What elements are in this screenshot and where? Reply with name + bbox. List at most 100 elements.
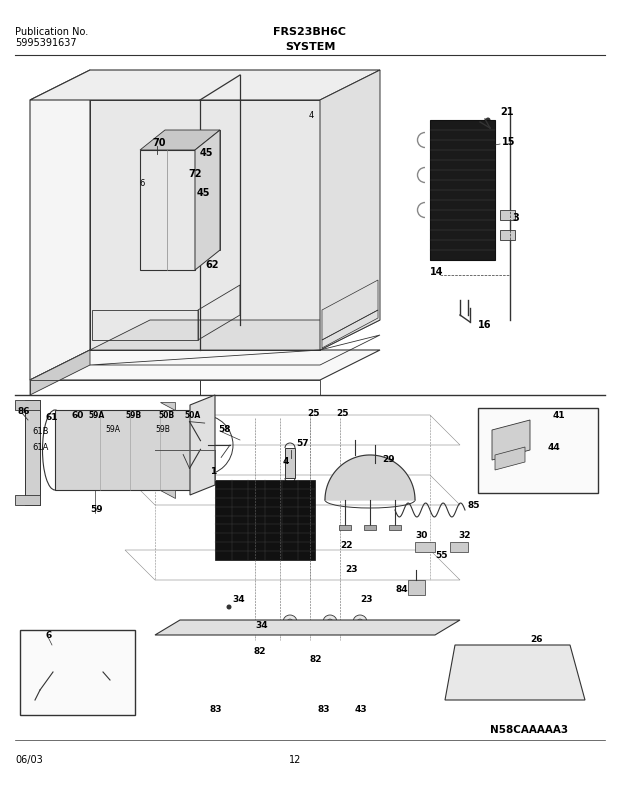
Text: 22: 22 bbox=[340, 541, 353, 549]
Text: 61A: 61A bbox=[32, 442, 48, 452]
Circle shape bbox=[110, 677, 115, 683]
Circle shape bbox=[535, 666, 541, 672]
Polygon shape bbox=[285, 448, 295, 478]
Text: 41: 41 bbox=[553, 410, 565, 419]
Polygon shape bbox=[364, 525, 376, 530]
Circle shape bbox=[357, 619, 363, 625]
Text: 83: 83 bbox=[210, 706, 223, 715]
Circle shape bbox=[198, 440, 208, 450]
Text: 25: 25 bbox=[307, 408, 319, 418]
Text: 55: 55 bbox=[435, 550, 448, 560]
Text: 3: 3 bbox=[512, 213, 519, 223]
Bar bbox=[215, 480, 315, 560]
Polygon shape bbox=[140, 130, 220, 150]
Circle shape bbox=[467, 678, 473, 684]
Polygon shape bbox=[500, 210, 515, 220]
Text: 34: 34 bbox=[255, 620, 268, 630]
Text: 59B: 59B bbox=[155, 426, 170, 434]
Text: 5995391637: 5995391637 bbox=[15, 38, 77, 48]
Text: 59A: 59A bbox=[88, 410, 104, 419]
Polygon shape bbox=[389, 525, 401, 530]
Circle shape bbox=[303, 115, 308, 121]
Circle shape bbox=[501, 678, 507, 684]
Circle shape bbox=[535, 690, 541, 696]
Text: 82: 82 bbox=[254, 647, 267, 657]
Circle shape bbox=[467, 666, 473, 672]
Bar bbox=[430, 120, 495, 260]
Circle shape bbox=[249, 630, 254, 634]
Circle shape bbox=[552, 678, 558, 684]
Circle shape bbox=[192, 152, 198, 157]
Text: 59B: 59B bbox=[125, 410, 141, 419]
Text: 59A: 59A bbox=[105, 426, 120, 434]
Text: 29: 29 bbox=[382, 456, 394, 464]
Circle shape bbox=[552, 654, 558, 660]
Text: N58CAAAAA3: N58CAAAAA3 bbox=[490, 725, 568, 735]
Polygon shape bbox=[90, 100, 320, 350]
Polygon shape bbox=[190, 395, 215, 495]
Text: 12: 12 bbox=[289, 755, 301, 765]
Text: 62: 62 bbox=[205, 260, 218, 270]
Circle shape bbox=[501, 690, 507, 696]
Text: 34: 34 bbox=[232, 596, 245, 604]
Text: 23: 23 bbox=[345, 565, 358, 575]
Text: 83: 83 bbox=[318, 706, 330, 715]
Circle shape bbox=[501, 654, 507, 660]
Text: Publication No.: Publication No. bbox=[15, 27, 88, 37]
Circle shape bbox=[484, 690, 490, 696]
Text: 26: 26 bbox=[530, 635, 542, 645]
Bar bbox=[478, 408, 598, 493]
Polygon shape bbox=[140, 150, 195, 270]
Text: 44: 44 bbox=[548, 444, 560, 453]
Circle shape bbox=[146, 179, 151, 184]
Text: 58: 58 bbox=[218, 426, 231, 434]
Text: 1: 1 bbox=[210, 468, 216, 476]
Circle shape bbox=[283, 615, 297, 629]
Circle shape bbox=[484, 654, 490, 660]
Text: 4: 4 bbox=[283, 457, 290, 467]
Circle shape bbox=[484, 678, 490, 684]
Circle shape bbox=[190, 192, 195, 198]
Circle shape bbox=[323, 615, 337, 629]
Text: 61B: 61B bbox=[32, 427, 48, 437]
Polygon shape bbox=[30, 350, 380, 380]
Polygon shape bbox=[415, 542, 435, 552]
Text: 45: 45 bbox=[200, 148, 213, 158]
Text: 6: 6 bbox=[45, 630, 51, 639]
Circle shape bbox=[518, 678, 524, 684]
Circle shape bbox=[535, 678, 541, 684]
Circle shape bbox=[467, 690, 473, 696]
Polygon shape bbox=[15, 400, 40, 410]
Text: 06/03: 06/03 bbox=[15, 755, 43, 765]
Polygon shape bbox=[25, 400, 40, 505]
Circle shape bbox=[484, 666, 490, 672]
Polygon shape bbox=[165, 130, 220, 250]
Text: SYSTEM: SYSTEM bbox=[285, 42, 335, 52]
Text: 82: 82 bbox=[310, 656, 322, 665]
Text: 23: 23 bbox=[360, 596, 373, 604]
Text: 43: 43 bbox=[355, 706, 368, 715]
Polygon shape bbox=[155, 620, 460, 635]
Circle shape bbox=[518, 690, 524, 696]
Polygon shape bbox=[450, 542, 468, 552]
Text: 32: 32 bbox=[458, 530, 471, 539]
Polygon shape bbox=[55, 410, 195, 490]
Polygon shape bbox=[325, 455, 415, 500]
Text: 4: 4 bbox=[309, 111, 314, 121]
Text: 50A: 50A bbox=[184, 410, 200, 419]
Text: 72: 72 bbox=[188, 169, 202, 179]
Text: 25: 25 bbox=[336, 408, 348, 418]
Polygon shape bbox=[90, 320, 380, 350]
Text: 85: 85 bbox=[468, 500, 481, 510]
Text: FRS23BH6C: FRS23BH6C bbox=[273, 27, 347, 37]
Circle shape bbox=[501, 666, 507, 672]
Circle shape bbox=[327, 619, 333, 625]
Polygon shape bbox=[160, 402, 175, 410]
Text: 14: 14 bbox=[430, 267, 443, 277]
Polygon shape bbox=[15, 495, 40, 505]
Circle shape bbox=[518, 654, 524, 660]
Polygon shape bbox=[492, 420, 530, 460]
Polygon shape bbox=[320, 70, 380, 350]
Polygon shape bbox=[339, 525, 351, 530]
Text: 70: 70 bbox=[152, 138, 166, 148]
